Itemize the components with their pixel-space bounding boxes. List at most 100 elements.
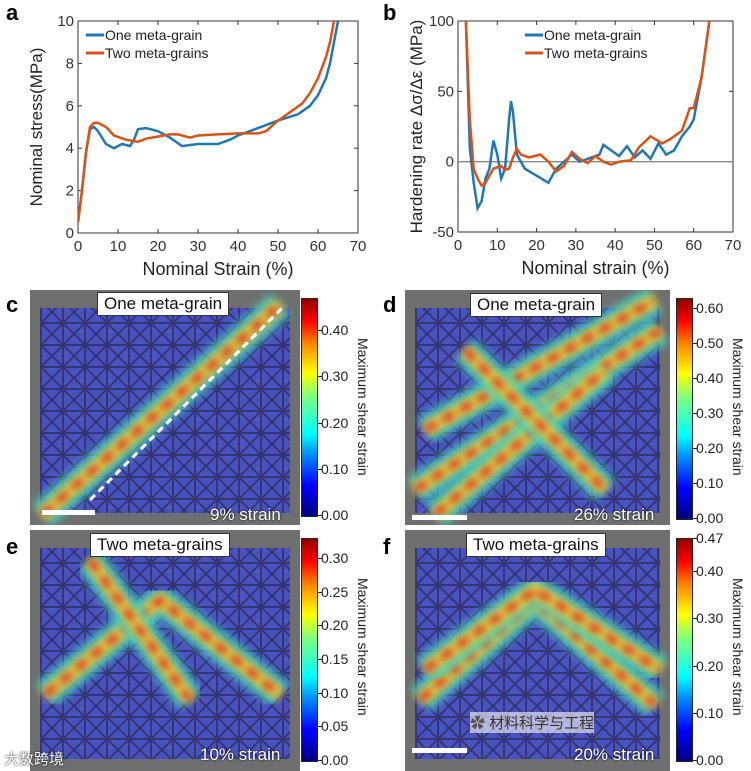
colorbar-tick-label: 0.00 [316,507,349,523]
colorbar-tick-label: 0.40 [691,563,724,580]
colorbar-tick-label: 0.20 [316,414,349,431]
colorbar-tick-label: 0.20 [316,617,349,634]
colorbar-title: Maximum shear strain [730,338,746,476]
colorbar-title: Maximum shear strain [355,338,371,476]
strain-field [32,293,290,525]
y-axis-label: Nominal stress(MPa) [27,48,46,207]
x-tick-label: 50 [646,237,663,254]
series-line-one-meta-grain [464,21,711,212]
colorbar-tick-label: 0.60 [691,300,724,317]
strain-map-one-grain-9 [30,290,300,525]
colorbar-tick-label: 0.10 [691,704,724,721]
x-tick-label: 60 [310,238,327,255]
x-axis-label: Nominal strain (%) [521,258,669,278]
strain-field [406,290,669,525]
y-tick-label: 0 [446,154,454,171]
colorbar-tick-label: 0.10 [316,460,349,477]
colorbar-tick-label: 0.50 [691,335,724,352]
x-tick-label: 70 [350,238,367,255]
x-tick-label: 20 [150,238,167,255]
y-tick-label: 8 [66,55,74,72]
strain-band-high [462,347,608,493]
strain-band-high [423,296,657,434]
panel-label-e: e [6,534,19,559]
watermark-right-text: 材料科学与工程 [489,715,595,732]
colorbar-tick-label: 0.30 [691,610,724,627]
colorbar-tick-label: 0.10 [691,475,724,492]
map-label: One meta-grain [97,292,230,316]
plot-area [77,20,359,234]
series-line-two-meta-grains [78,21,336,223]
panel-label-f: f [383,534,391,559]
strain-band-high [39,302,283,518]
y-tick-label: 50 [437,83,454,100]
y-tick-label: -50 [432,224,454,241]
colorbar-tick-label: 0.25 [316,583,349,600]
strain-map-one-grain-26 [405,290,670,525]
colorbar-tick-label: 0.30 [316,368,349,385]
strain-band-high [42,595,283,698]
strain-label: 10% strain [200,745,281,764]
legend-label: One meta-grain [544,27,641,43]
y-axis-label: Hardening rate Δσ/Δε (MPa) [407,20,426,234]
strain-label: 20% strain [574,745,655,764]
strain-band-high [422,585,662,673]
watermark-left: 大数跨境 [4,751,65,768]
colorbar-tick-label: 0.20 [691,440,724,457]
strain-field [410,548,669,759]
scale-bar [42,510,95,515]
map-label: Two meta-grains [466,533,606,557]
colorbar-tick-label: 0.00 [316,752,349,768]
legend-label: Two meta-grains [544,45,647,61]
x-tick-label: 40 [230,238,247,255]
y-tick-label: 0 [66,225,74,242]
colorbar-tick-label: 0.40 [691,370,724,387]
colorbar [676,298,693,520]
x-tick-label: 50 [270,238,287,255]
panel-label-d: d [383,292,397,317]
strain-map-two-grains-20 [405,530,670,771]
colorbar-tick-label: 0.00 [691,510,724,526]
x-tick-label: 20 [528,237,545,254]
y-tick-label: 100 [429,13,454,30]
strain-label: 9% strain [210,505,281,524]
scale-bar [412,515,467,520]
colorbar-tick-label: 0.47 [691,530,724,546]
panel-label-a: a [6,0,19,25]
plot-area [457,20,734,233]
x-tick-label: 10 [489,237,506,254]
strain-map-two-grains-10 [30,530,300,771]
panel-label-b: b [383,0,397,25]
x-axis-label: Nominal Strain (%) [142,259,293,279]
y-tick-label: 10 [57,13,74,30]
x-tick-label: 70 [725,237,742,254]
shear-direction-dashed-line [88,303,287,502]
x-tick-label: 60 [685,237,702,254]
panel-label-c: c [6,292,19,317]
x-tick-label: 40 [607,237,624,254]
x-tick-label: 30 [568,237,585,254]
colorbar [301,298,318,517]
x-tick-label: 0 [454,237,462,254]
map-label: Two meta-grains [90,533,230,557]
strain-band-high [432,367,608,518]
colorbar [676,538,693,762]
x-tick-label: 0 [74,238,82,255]
legend-label: Two meta-grains [105,45,208,61]
colorbar-tick-label: 0.00 [691,752,724,768]
colorbar-tick-label: 0.05 [316,718,349,735]
scale-bar [412,748,467,753]
colorbar-tick-label: 0.15 [316,651,349,668]
y-tick-label: 4 [66,140,74,157]
stress-strain-chart: 0 10 20 30 40 50 60 70 0 2 4 6 8 10 One meta-grain Two … [27,13,367,279]
colorbar-tick-label: 0.30 [316,550,349,567]
colorbar-tick-label: 0.40 [316,322,349,339]
wechat-icon: ✿ [470,715,490,732]
colorbar-title: Maximum shear strain [730,578,746,716]
colorbar-tick-label: 0.30 [691,405,724,422]
strain-field [35,548,290,759]
legend-label: One meta-grain [105,27,202,43]
series-line-two-meta-grains [464,21,711,188]
